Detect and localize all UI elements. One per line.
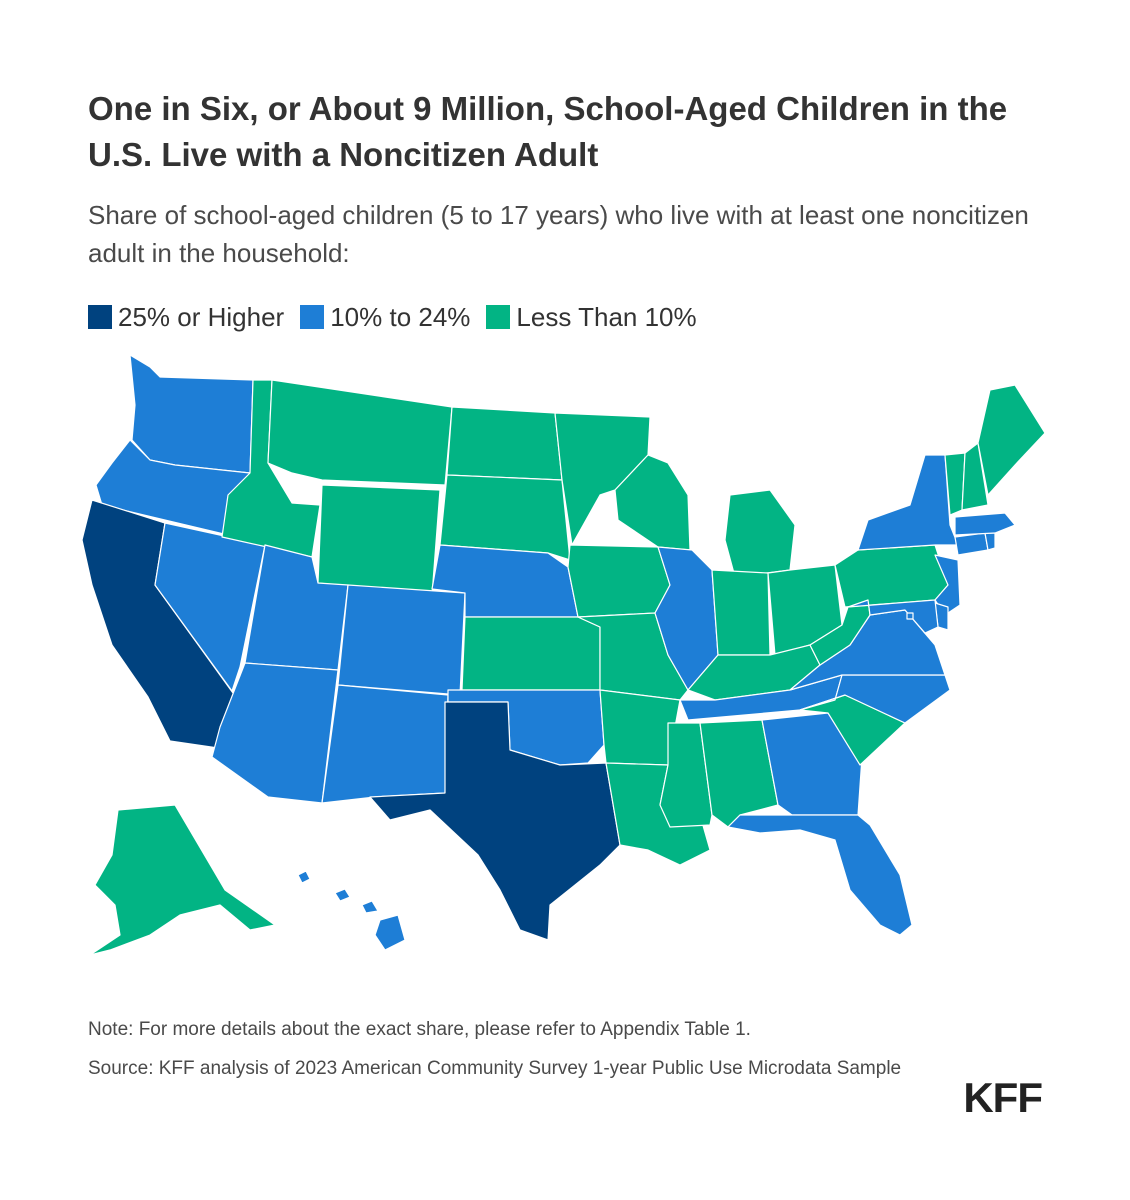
us-map-svg [81, 354, 1046, 956]
legend-label-low: Less Than 10% [516, 301, 697, 332]
state-tx [369, 701, 621, 941]
legend-item-mid: 10% to 24% [300, 302, 470, 333]
state-fl [727, 814, 913, 936]
legend-label-high: 25% or Higher [118, 301, 285, 332]
state-pa [834, 544, 949, 608]
legend-label-mid: 10% to 24% [330, 301, 471, 332]
state-wy [317, 484, 441, 596]
state-ks [461, 616, 601, 691]
chart-title: One in Six, or About 9 Million, School-A… [88, 90, 1008, 173]
legend-swatch-mid [300, 305, 325, 329]
state-ak [89, 804, 276, 956]
legend-item-high: 25% or Higher [88, 302, 284, 333]
state-md [847, 599, 939, 634]
state-wa [129, 354, 254, 474]
state-in [711, 569, 771, 656]
state-mn [554, 412, 651, 546]
state-ct [954, 532, 989, 556]
state-sd [439, 474, 571, 561]
chart-subtitle: Share of school-aged children (5 to 17 y… [88, 200, 1029, 268]
state-wi [614, 454, 691, 551]
state-mt [267, 379, 453, 486]
state-ny [857, 454, 959, 551]
state-dc [906, 612, 914, 620]
us-map [0, 345, 1130, 975]
legend-swatch-high [88, 305, 112, 329]
legend: 25% or Higher 10% to 24% Less Than 10% [88, 297, 713, 337]
legend-item-low: Less Than 10% [486, 301, 697, 333]
state-nh [961, 442, 989, 511]
state-nd [446, 406, 563, 481]
state-hi [297, 870, 406, 951]
legend-swatch-low [486, 305, 511, 329]
state-mi [724, 489, 796, 578]
chart-source: Source: KFF analysis of 2023 American Co… [88, 1058, 902, 1079]
state-nc [799, 674, 951, 724]
kff-logo: KFF [963, 1074, 1043, 1121]
state-az [211, 662, 339, 804]
state-ia [567, 544, 671, 618]
state-nm [321, 684, 449, 804]
state-co [337, 584, 466, 696]
state-ma [954, 512, 1016, 536]
chart-note: Note: For more details about the exact s… [88, 1019, 751, 1040]
state-me [977, 384, 1046, 496]
